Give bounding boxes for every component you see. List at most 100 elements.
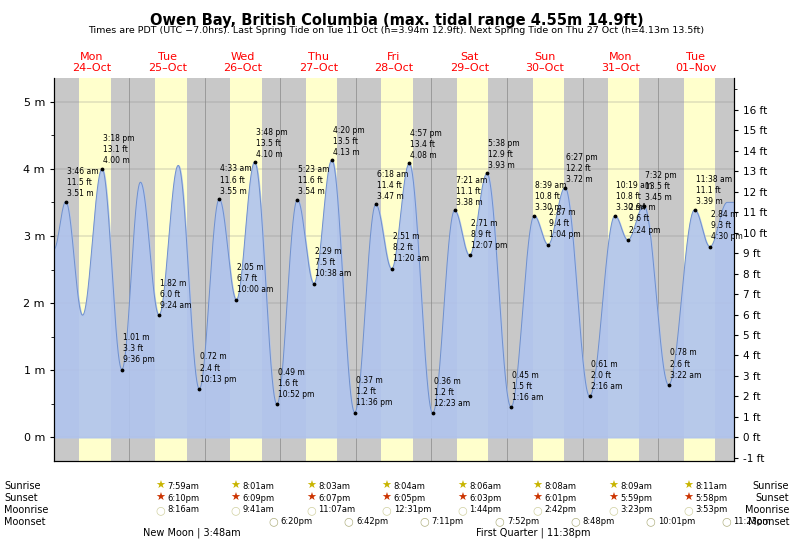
Bar <box>306 78 337 461</box>
Text: 28–Oct: 28–Oct <box>374 63 413 73</box>
Text: ★: ★ <box>532 481 542 491</box>
Text: 01–Nov: 01–Nov <box>675 63 716 73</box>
Text: ○: ○ <box>419 517 429 527</box>
Text: 8:16am: 8:16am <box>167 506 199 514</box>
Text: ★: ★ <box>381 481 392 491</box>
Text: 5:59pm: 5:59pm <box>620 494 653 502</box>
Bar <box>129 78 155 461</box>
Text: ○: ○ <box>306 505 316 515</box>
Text: 8:48pm: 8:48pm <box>583 517 615 526</box>
Text: 1.01 m
3.3 ft
9:36 pm: 1.01 m 3.3 ft 9:36 pm <box>123 333 155 364</box>
Bar <box>79 78 111 461</box>
Text: 8:04am: 8:04am <box>393 482 426 490</box>
Bar <box>714 78 734 461</box>
Bar <box>186 78 205 461</box>
Text: ○: ○ <box>268 517 278 527</box>
Text: 8:11am: 8:11am <box>695 482 728 490</box>
Text: ★: ★ <box>155 493 165 503</box>
Text: 2.05 m
6.7 ft
10:00 am: 2.05 m 6.7 ft 10:00 am <box>237 263 274 294</box>
Text: ★: ★ <box>457 481 467 491</box>
Text: ★: ★ <box>532 493 542 503</box>
Text: ○: ○ <box>495 517 504 527</box>
Bar <box>507 78 533 461</box>
Text: 3:48 pm
13.5 ft
4.10 m: 3:48 pm 13.5 ft 4.10 m <box>255 128 287 158</box>
Text: 3:46 am
11.5 ft
3.51 m: 3:46 am 11.5 ft 3.51 m <box>67 167 98 198</box>
Text: Mon: Mon <box>608 52 632 62</box>
Text: 1.82 m
6.0 ft
9:24 am: 1.82 m 6.0 ft 9:24 am <box>160 279 191 310</box>
Text: ○: ○ <box>570 517 580 527</box>
Bar <box>583 78 608 461</box>
Bar <box>230 78 262 461</box>
Text: ○: ○ <box>231 505 240 515</box>
Bar <box>488 78 507 461</box>
Text: 6:42pm: 6:42pm <box>356 517 388 526</box>
Bar <box>639 78 658 461</box>
Text: ★: ★ <box>608 493 618 503</box>
Text: Wed: Wed <box>231 52 255 62</box>
Text: Moonrise: Moonrise <box>4 505 48 515</box>
Text: 1:44pm: 1:44pm <box>469 506 501 514</box>
Text: 6:07pm: 6:07pm <box>318 494 351 502</box>
Text: ★: ★ <box>230 481 240 491</box>
Text: ★: ★ <box>608 481 618 491</box>
Bar <box>356 78 381 461</box>
Text: 0.78 m
2.6 ft
3:22 am: 0.78 m 2.6 ft 3:22 am <box>669 348 701 379</box>
Text: Moonset: Moonset <box>4 517 45 527</box>
Text: 3:23pm: 3:23pm <box>620 506 653 514</box>
Text: 12:31pm: 12:31pm <box>393 506 431 514</box>
Text: 11:23pm: 11:23pm <box>734 517 771 526</box>
Text: ○: ○ <box>646 517 656 527</box>
Text: 2.84 m
9.3 ft
4:30 pm: 2.84 m 9.3 ft 4:30 pm <box>711 210 742 241</box>
Text: 2.87 m
9.4 ft
1:04 pm: 2.87 m 9.4 ft 1:04 pm <box>549 208 580 239</box>
Text: Moonrise: Moonrise <box>745 505 789 515</box>
Text: 6:27 pm
12.2 ft
3.72 m: 6:27 pm 12.2 ft 3.72 m <box>566 153 598 184</box>
Text: ★: ★ <box>684 481 693 491</box>
Bar <box>413 78 431 461</box>
Text: 27–Oct: 27–Oct <box>299 63 338 73</box>
Text: 30–Oct: 30–Oct <box>525 63 564 73</box>
Text: 25–Oct: 25–Oct <box>147 63 186 73</box>
Text: Moonset: Moonset <box>748 517 789 527</box>
Text: ○: ○ <box>344 517 354 527</box>
Text: 7:11pm: 7:11pm <box>431 517 464 526</box>
Text: ★: ★ <box>381 493 392 503</box>
Text: 8:06am: 8:06am <box>469 482 501 490</box>
Text: 26–Oct: 26–Oct <box>223 63 262 73</box>
Text: 5:23 am
11.6 ft
3.54 m: 5:23 am 11.6 ft 3.54 m <box>298 165 330 196</box>
Text: 7:59am: 7:59am <box>167 482 199 490</box>
Text: ★: ★ <box>230 493 240 503</box>
Text: ★: ★ <box>684 493 693 503</box>
Text: 8:08am: 8:08am <box>545 482 577 490</box>
Text: 0.37 m
1.2 ft
11:36 pm: 0.37 m 1.2 ft 11:36 pm <box>355 376 392 407</box>
Text: Tue: Tue <box>158 52 177 62</box>
Text: Owen Bay, British Columbia (max. tidal range 4.55m 14.9ft): Owen Bay, British Columbia (max. tidal r… <box>150 13 643 29</box>
Text: 0.49 m
1.6 ft
10:52 pm: 0.49 m 1.6 ft 10:52 pm <box>278 368 314 399</box>
Text: New Moon | 3:48am: New Moon | 3:48am <box>143 527 240 538</box>
Text: 31–Oct: 31–Oct <box>601 63 640 73</box>
Bar <box>684 78 714 461</box>
Text: ○: ○ <box>533 505 542 515</box>
Text: 4:20 pm
13.5 ft
4.13 m: 4:20 pm 13.5 ft 4.13 m <box>333 126 365 157</box>
Text: ○: ○ <box>155 505 165 515</box>
Bar <box>608 78 639 461</box>
Text: 6:18 am
11.4 ft
3.47 m: 6:18 am 11.4 ft 3.47 m <box>377 170 408 201</box>
Text: Fri: Fri <box>387 52 400 62</box>
Text: ○: ○ <box>608 505 618 515</box>
Text: 2.29 m
7.5 ft
10:38 am: 2.29 m 7.5 ft 10:38 am <box>315 247 351 278</box>
Text: 2.51 m
8.2 ft
11:20 am: 2.51 m 8.2 ft 11:20 am <box>393 232 429 264</box>
Text: 8:01am: 8:01am <box>243 482 274 490</box>
Text: ★: ★ <box>457 493 467 503</box>
Text: Sun: Sun <box>534 52 555 62</box>
Text: 7:32 pm
13.5 ft
3.45 m: 7:32 pm 13.5 ft 3.45 m <box>645 171 676 202</box>
Text: 2:42pm: 2:42pm <box>545 506 577 514</box>
Text: ○: ○ <box>457 505 467 515</box>
Text: 24–Oct: 24–Oct <box>72 63 111 73</box>
Bar <box>337 78 356 461</box>
Text: 0.72 m
2.4 ft
10:13 pm: 0.72 m 2.4 ft 10:13 pm <box>201 353 236 384</box>
Bar <box>155 78 186 461</box>
Text: Sunset: Sunset <box>4 493 37 503</box>
Text: 6:10pm: 6:10pm <box>167 494 199 502</box>
Text: 6:09pm: 6:09pm <box>243 494 275 502</box>
Text: ○: ○ <box>684 505 693 515</box>
Text: 2.71 m
8.9 ft
12:07 pm: 2.71 m 8.9 ft 12:07 pm <box>470 219 507 250</box>
